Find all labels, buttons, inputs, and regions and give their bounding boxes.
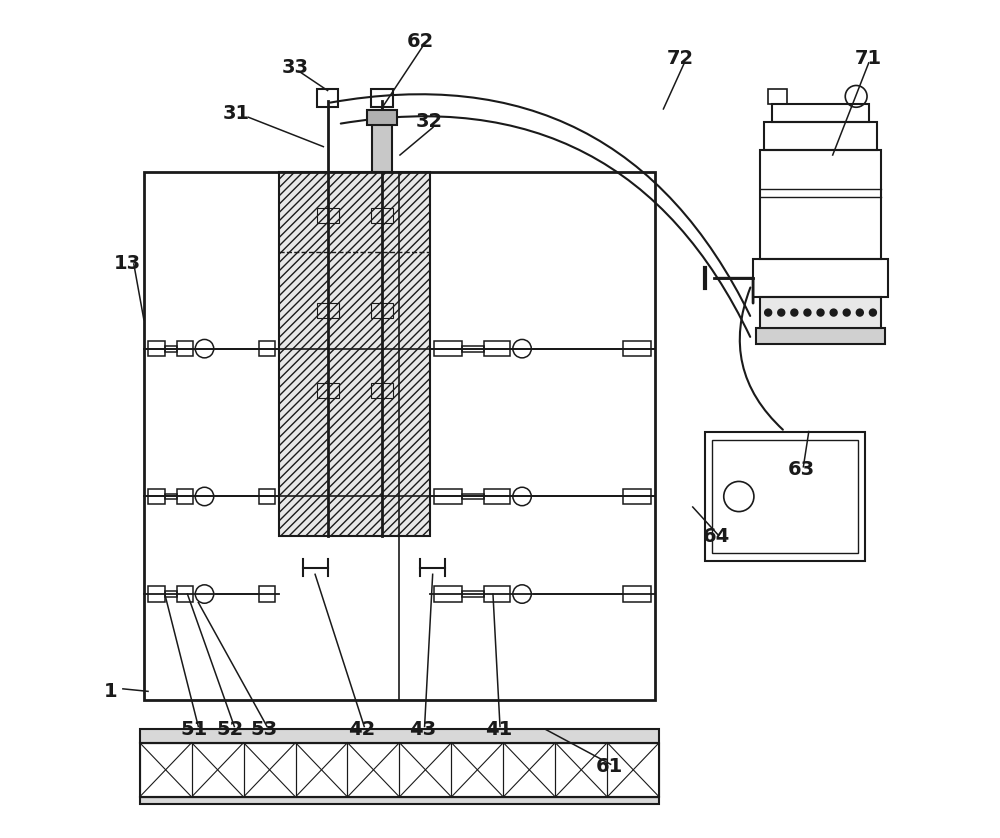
- Bar: [503, 742, 555, 797]
- FancyArrowPatch shape: [341, 116, 750, 337]
- Bar: [371, 383, 393, 398]
- Text: 13: 13: [114, 255, 141, 273]
- Bar: [555, 742, 607, 797]
- Bar: [371, 303, 393, 318]
- Bar: [371, 208, 393, 223]
- Bar: [317, 89, 338, 107]
- Bar: [140, 742, 192, 797]
- Bar: [259, 341, 275, 356]
- Bar: [462, 346, 484, 352]
- Bar: [148, 489, 165, 504]
- FancyArrowPatch shape: [716, 278, 753, 303]
- Text: 33: 33: [281, 58, 308, 76]
- Text: 31: 31: [222, 104, 250, 122]
- Bar: [623, 587, 651, 602]
- Bar: [177, 587, 193, 602]
- FancyArrowPatch shape: [740, 287, 783, 430]
- Bar: [772, 104, 869, 122]
- Circle shape: [804, 309, 811, 316]
- Bar: [165, 591, 177, 597]
- Text: 42: 42: [348, 720, 375, 738]
- Text: 51: 51: [181, 720, 208, 738]
- Bar: [484, 489, 510, 504]
- Bar: [768, 89, 787, 104]
- Bar: [764, 122, 877, 150]
- Text: 71: 71: [855, 49, 882, 68]
- Bar: [140, 797, 659, 804]
- Bar: [259, 489, 275, 504]
- Text: 63: 63: [788, 460, 815, 478]
- Bar: [484, 587, 510, 602]
- Bar: [296, 742, 347, 797]
- Text: 53: 53: [250, 720, 277, 738]
- Bar: [148, 341, 165, 356]
- Bar: [177, 489, 193, 504]
- FancyArrowPatch shape: [330, 94, 750, 316]
- Bar: [140, 742, 659, 797]
- Bar: [177, 341, 193, 356]
- Bar: [372, 115, 392, 172]
- Bar: [753, 259, 888, 297]
- Text: 52: 52: [217, 720, 244, 738]
- Text: 72: 72: [667, 49, 694, 68]
- Circle shape: [843, 309, 850, 316]
- Bar: [434, 341, 462, 356]
- Text: 62: 62: [407, 33, 434, 51]
- Bar: [462, 494, 484, 499]
- Circle shape: [870, 309, 876, 316]
- Bar: [705, 432, 865, 561]
- Circle shape: [817, 309, 824, 316]
- Bar: [760, 297, 881, 328]
- Bar: [192, 742, 244, 797]
- Bar: [371, 89, 393, 107]
- Bar: [451, 742, 503, 797]
- Bar: [144, 172, 655, 700]
- Bar: [347, 742, 399, 797]
- Bar: [623, 341, 651, 356]
- Text: 32: 32: [415, 112, 442, 131]
- Text: 41: 41: [485, 720, 512, 738]
- Bar: [367, 110, 397, 125]
- Bar: [607, 742, 659, 797]
- Bar: [756, 328, 885, 344]
- Bar: [259, 587, 275, 602]
- Text: 64: 64: [703, 527, 730, 546]
- Circle shape: [856, 309, 863, 316]
- Circle shape: [791, 309, 798, 316]
- Bar: [148, 587, 165, 602]
- Bar: [712, 440, 858, 553]
- Bar: [244, 742, 296, 797]
- Text: 43: 43: [409, 720, 436, 738]
- Circle shape: [778, 309, 785, 316]
- Bar: [279, 172, 430, 536]
- Bar: [317, 303, 339, 318]
- Bar: [760, 150, 881, 259]
- Text: 1: 1: [104, 682, 117, 701]
- Bar: [484, 341, 510, 356]
- Bar: [317, 208, 339, 223]
- Circle shape: [765, 309, 772, 316]
- Bar: [434, 489, 462, 504]
- Bar: [623, 489, 651, 504]
- Bar: [165, 346, 177, 352]
- Bar: [317, 383, 339, 398]
- Text: 61: 61: [595, 758, 623, 776]
- Bar: [462, 591, 484, 597]
- Bar: [140, 729, 659, 742]
- Bar: [399, 742, 451, 797]
- Bar: [434, 587, 462, 602]
- Circle shape: [830, 309, 837, 316]
- Bar: [165, 494, 177, 499]
